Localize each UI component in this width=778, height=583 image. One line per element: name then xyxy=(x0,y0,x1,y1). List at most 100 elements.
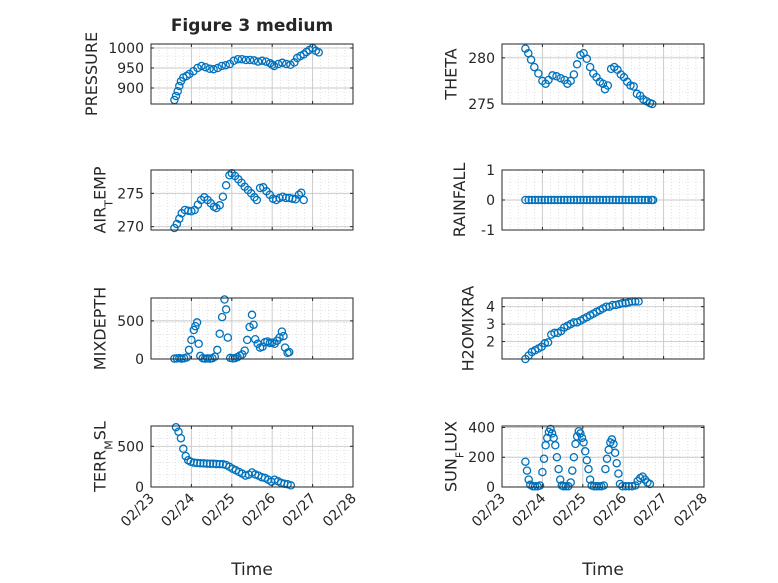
data-point xyxy=(221,181,231,190)
data-point xyxy=(546,424,555,434)
axes-box xyxy=(150,169,354,231)
data-point xyxy=(213,345,222,355)
data-point xyxy=(201,62,210,72)
data-point xyxy=(255,183,265,193)
data-point xyxy=(548,71,557,80)
y-axis-label: MIXDEPTH xyxy=(91,287,110,370)
x-axis-label: Time xyxy=(230,560,273,580)
y-tick-label: 3 xyxy=(486,317,495,333)
data-point xyxy=(252,195,262,205)
data-point xyxy=(550,195,559,205)
data-point xyxy=(199,459,208,468)
data-point xyxy=(614,469,623,478)
data-point xyxy=(189,458,199,467)
data-point xyxy=(621,195,630,205)
axes-box xyxy=(501,297,705,360)
x-tick-label: 02/24 xyxy=(158,490,198,530)
data-point xyxy=(297,188,306,197)
data-point xyxy=(589,195,598,205)
data-point xyxy=(643,195,653,205)
y-tick-label: 500 xyxy=(117,314,144,330)
data-point xyxy=(221,60,230,70)
subplot-pressure: 900 950 1000 PRESSURE xyxy=(82,32,354,116)
data-point xyxy=(540,195,550,205)
subplot-mixdepth: 0 500 MIXDEPTH xyxy=(91,287,354,370)
data-point xyxy=(572,60,582,69)
data-point xyxy=(233,54,243,64)
data-point xyxy=(645,479,655,489)
data-point xyxy=(576,429,585,438)
data-point xyxy=(241,55,251,65)
data-point xyxy=(624,482,634,491)
data-point xyxy=(607,435,617,444)
data-point xyxy=(269,61,279,71)
y-tick-label: 0 xyxy=(135,480,144,496)
data-point xyxy=(202,459,212,468)
data-point xyxy=(258,342,267,352)
y-tick-label: 0 xyxy=(135,352,144,368)
data-point xyxy=(580,447,590,456)
data-point xyxy=(648,195,658,205)
data-point xyxy=(610,448,620,458)
axes-box xyxy=(501,43,705,105)
data-point xyxy=(215,201,224,210)
data-point xyxy=(215,329,224,339)
data-point xyxy=(566,478,575,487)
data-point xyxy=(568,466,577,475)
data-point xyxy=(286,481,296,490)
data-point xyxy=(218,192,228,201)
data-point xyxy=(566,195,575,205)
data-point xyxy=(314,48,323,57)
figure-title: Figure 3 medium xyxy=(171,16,333,36)
data-point xyxy=(217,312,227,322)
data-point xyxy=(618,195,627,205)
data-point xyxy=(196,459,205,468)
y-axis-label: THETA xyxy=(442,48,461,100)
data-point xyxy=(553,195,563,205)
plot-area xyxy=(502,44,704,104)
axes-box xyxy=(150,425,354,488)
data-point xyxy=(187,335,196,345)
data-point xyxy=(551,441,560,450)
y-tick-label: -1 xyxy=(481,223,495,239)
data-point xyxy=(221,305,231,314)
data-point xyxy=(183,206,193,215)
data-point xyxy=(194,339,203,349)
data-point xyxy=(192,318,202,327)
data-point xyxy=(294,190,304,199)
y-tick-label: 500 xyxy=(117,439,144,455)
y-axis-label: AIRTEMP xyxy=(91,166,116,233)
data-point xyxy=(281,193,291,203)
data-point xyxy=(530,482,540,491)
y-tick-label: 1000 xyxy=(108,41,144,57)
data-point xyxy=(237,54,247,64)
data-point xyxy=(197,61,206,71)
data-point xyxy=(624,195,634,205)
data-point xyxy=(229,56,239,66)
data-point xyxy=(288,194,297,203)
data-point xyxy=(205,459,215,468)
y-axis-label: SUNFLUX xyxy=(442,421,467,492)
x-axis-label: Time xyxy=(581,560,624,580)
data-point xyxy=(612,458,621,468)
data-point xyxy=(543,195,553,205)
data-point xyxy=(522,466,532,475)
y-tick-label: 280 xyxy=(468,51,495,67)
data-point xyxy=(569,70,579,79)
data-point xyxy=(605,195,614,205)
data-point xyxy=(547,429,557,438)
data-point xyxy=(274,59,283,69)
y-tick-label: 0 xyxy=(486,193,495,209)
data-point xyxy=(189,325,199,335)
y-tick-label: 275 xyxy=(117,186,144,202)
data-point xyxy=(577,433,587,443)
data-point xyxy=(171,422,181,432)
data-point xyxy=(598,195,608,205)
y-axis-label: PRESSURE xyxy=(82,32,101,116)
data-point xyxy=(634,195,643,205)
y-axis-label: H2OMIXRA xyxy=(459,286,478,372)
x-tick-label: 02/23 xyxy=(469,491,509,531)
data-point xyxy=(225,171,234,180)
